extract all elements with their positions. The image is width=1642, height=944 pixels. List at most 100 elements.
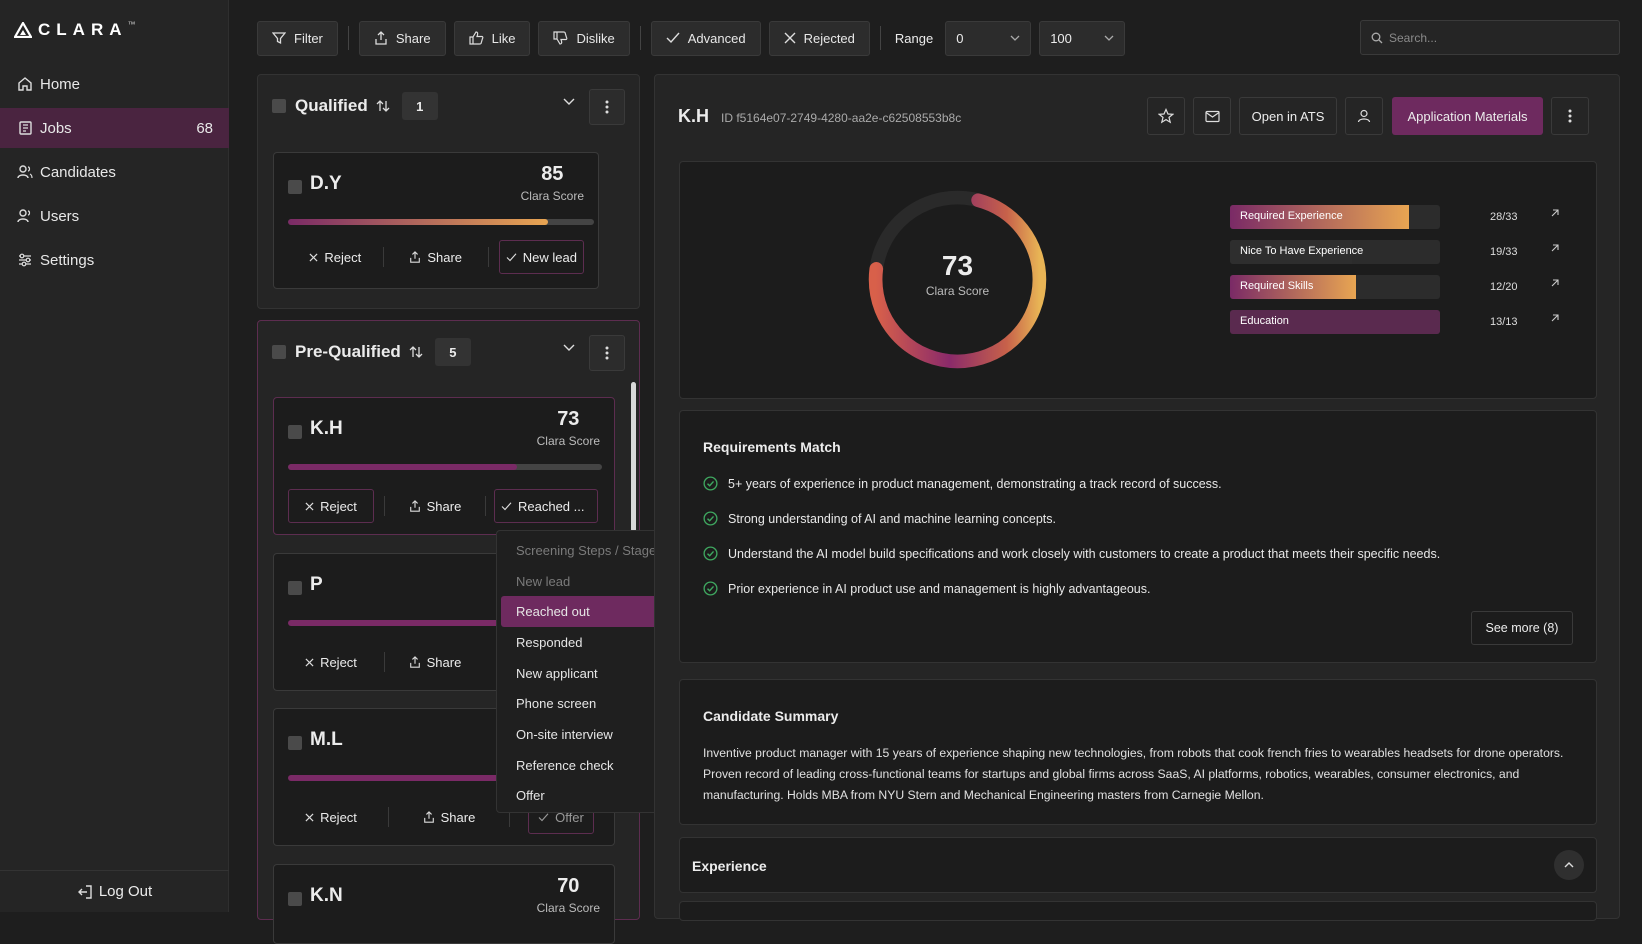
stage-option-reference-check[interactable]: Reference check [516, 757, 614, 773]
next-section-panel [679, 901, 1597, 921]
stage-option-new-lead[interactable]: New lead [516, 573, 571, 589]
sidebar-item-label: Jobs [40, 119, 72, 137]
home-icon [16, 75, 34, 93]
detail-more-button[interactable] [1551, 97, 1589, 135]
search-input[interactable]: Search... [1360, 20, 1620, 55]
stage-option-new-applicant[interactable]: New applicant [516, 665, 598, 681]
stage-option-phone-screen[interactable]: Phone screen [516, 696, 597, 712]
stage-option-offer[interactable]: Offer [516, 788, 545, 804]
group-title: Pre-Qualified [295, 342, 401, 361]
experience-panel[interactable]: Experience [679, 837, 1597, 893]
dislike-button[interactable]: Dislike [538, 20, 630, 56]
expand-arrow-icon[interactable] [1550, 208, 1560, 218]
sort-icon[interactable] [376, 99, 390, 113]
stage-option-responded[interactable]: Responded [516, 634, 583, 650]
reject-button[interactable]: Reject [288, 800, 374, 834]
metric-required-skills: Required Skills [1230, 275, 1440, 299]
candidate-name: P [310, 574, 323, 595]
donut-arc [868, 190, 1047, 369]
filter-button[interactable]: Filter [257, 20, 338, 56]
score-bar [288, 464, 602, 470]
user-icon [1357, 109, 1371, 123]
score-bar-fill [288, 219, 549, 225]
group-more-button[interactable] [589, 89, 625, 125]
close-icon [305, 501, 314, 511]
sort-icon[interactable] [409, 345, 423, 359]
score-bar [288, 775, 602, 781]
logout-button[interactable]: Log Out [0, 870, 229, 912]
chevron-down-icon[interactable] [563, 344, 575, 352]
sidebar-item-label: Candidates [40, 163, 116, 181]
metric-fill [1230, 275, 1356, 299]
sidebar-item-candidates[interactable]: Candidates [0, 152, 229, 192]
clara-logo[interactable]: CLARA ™ [14, 20, 142, 40]
reject-button[interactable]: Reject [288, 240, 383, 274]
application-materials-button[interactable]: Application Materials [1392, 97, 1543, 135]
expand-arrow-icon[interactable] [1550, 243, 1560, 253]
qualified-group-header: Qualified 1 [272, 89, 625, 125]
favorite-button[interactable] [1147, 97, 1185, 135]
expand-arrow-icon[interactable] [1550, 278, 1560, 288]
profile-button[interactable] [1345, 97, 1383, 135]
group-checkbox[interactable] [272, 99, 286, 113]
candidate-card-kn[interactable]: K.N 70 Clara Score [273, 864, 615, 944]
requirement-text: Strong understanding of AI and machine l… [728, 511, 1056, 526]
sidebar-item-home[interactable]: Home [0, 64, 229, 104]
range-max-select[interactable]: 100 [1039, 20, 1126, 56]
chevron-down-icon[interactable] [563, 98, 575, 106]
requirement-item: Strong understanding of AI and machine l… [703, 511, 1056, 526]
requirements-title: Requirements Match [703, 439, 841, 455]
stage-label: Offer [555, 809, 584, 825]
close-icon [784, 32, 796, 44]
metric-fill [1230, 205, 1409, 229]
reject-button[interactable]: Reject [288, 489, 374, 523]
search-icon [1371, 32, 1383, 44]
card-checkbox[interactable] [288, 425, 302, 439]
stage-label: Reached ... [518, 498, 585, 514]
thumbs-up-icon [468, 31, 484, 45]
score-value: 73 [557, 408, 580, 430]
card-checkbox[interactable] [288, 180, 302, 194]
filter-icon [272, 31, 286, 45]
share-label: Share [427, 249, 463, 265]
score-donut [868, 190, 1047, 369]
close-icon [305, 657, 314, 667]
stage-option-onsite-interview[interactable]: On-site interview [516, 726, 613, 742]
group-checkbox[interactable] [272, 345, 286, 359]
card-checkbox[interactable] [288, 581, 302, 595]
group-more-button[interactable] [589, 335, 625, 371]
like-label: Like [491, 30, 516, 46]
reject-button[interactable]: Reject [288, 645, 374, 679]
share-button[interactable]: Share [385, 489, 485, 523]
stage-button[interactable]: New lead [498, 240, 585, 274]
see-more-button[interactable]: See more (8) [1471, 611, 1573, 645]
expand-arrow-icon[interactable] [1550, 313, 1560, 323]
toolbar-divider [639, 26, 641, 50]
card-checkbox[interactable] [288, 892, 302, 906]
card-checkbox[interactable] [288, 736, 302, 750]
share-button[interactable]: Share [389, 800, 509, 834]
stage-option-reached-out[interactable]: Reached out [501, 596, 681, 628]
metric-nice-to-have-experience: Nice To Have Experience [1230, 240, 1440, 264]
range-min-select[interactable]: 0 [945, 20, 1032, 56]
like-button[interactable]: Like [453, 20, 531, 56]
sidebar-item-jobs[interactable]: Jobs 68 [0, 108, 229, 148]
advanced-button[interactable]: Advanced [650, 20, 761, 56]
stage-button[interactable]: Reached ... [494, 489, 598, 523]
open-in-ats-button[interactable]: Open in ATS [1239, 97, 1337, 135]
card-actions: Reject Share [288, 644, 600, 680]
collapse-button[interactable] [1554, 850, 1584, 880]
share-button[interactable]: Share [358, 20, 446, 56]
scrollbar-thumb[interactable] [631, 382, 636, 532]
candidate-name: D.Y [310, 173, 342, 194]
email-button[interactable] [1193, 97, 1231, 135]
score-bar [288, 620, 602, 626]
share-button[interactable]: Share [385, 645, 485, 679]
rejected-button[interactable]: Rejected [768, 20, 870, 56]
sidebar-item-users[interactable]: Users [0, 196, 229, 236]
sidebar-item-settings[interactable]: Settings [0, 240, 229, 280]
candidate-card-dy[interactable]: D.Y 85 Clara Score Reject Share New lead [273, 152, 599, 289]
experience-title: Experience [692, 858, 767, 874]
share-button[interactable]: Share [384, 240, 488, 274]
candidate-card-kh[interactable]: K.H 73 Clara Score Reject Share Reached … [273, 397, 615, 535]
